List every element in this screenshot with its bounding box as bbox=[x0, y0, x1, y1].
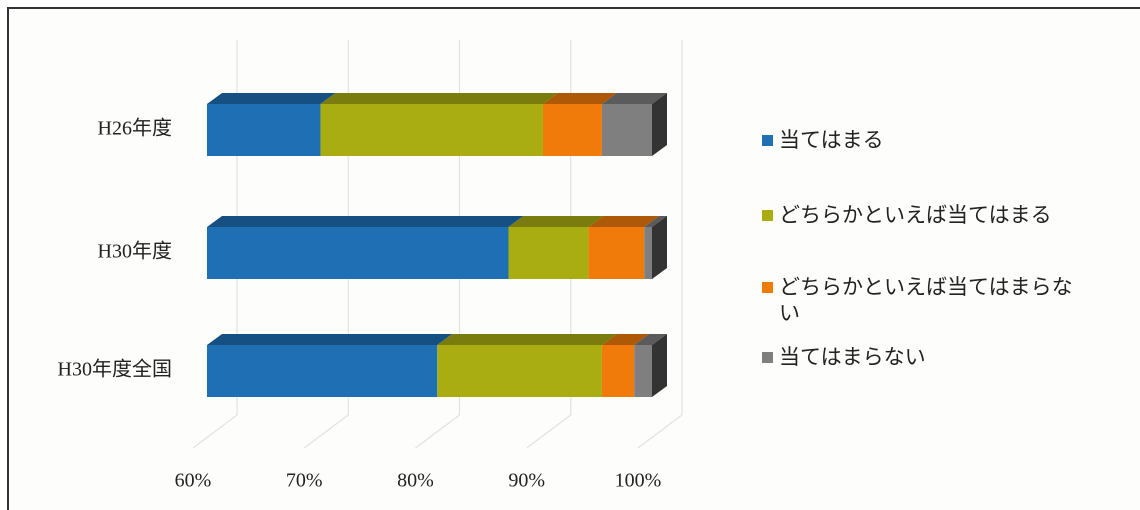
x-tick-label: 60% bbox=[175, 470, 212, 492]
grid-line bbox=[637, 40, 683, 449]
legend-label: 当てはまる bbox=[779, 128, 884, 152]
x-tick-label: 100% bbox=[615, 470, 662, 492]
bar-top bbox=[542, 93, 617, 104]
bar bbox=[644, 227, 652, 279]
x-tick-label: 70% bbox=[286, 470, 323, 492]
bar-top bbox=[588, 216, 660, 227]
bar-top bbox=[644, 216, 667, 227]
bar-top bbox=[437, 334, 617, 345]
y-tick-label: H26年度 bbox=[98, 117, 172, 140]
legend-item: どちらかといえば当てはまる bbox=[762, 202, 1092, 228]
legend-item: 当てはまらない bbox=[762, 344, 1092, 370]
x-tick-label: 90% bbox=[508, 470, 545, 492]
bar bbox=[634, 345, 652, 397]
legend-swatch bbox=[762, 282, 773, 293]
bar-side bbox=[652, 216, 667, 279]
legend-item: どちらかといえば当てはまらない bbox=[762, 274, 1092, 326]
legend-item: 当てはまる bbox=[762, 127, 1092, 153]
bar-side bbox=[652, 334, 667, 397]
bar bbox=[588, 227, 645, 279]
bar-top bbox=[601, 93, 667, 104]
bar bbox=[207, 227, 509, 279]
bar bbox=[508, 227, 589, 279]
bar-top bbox=[508, 216, 604, 227]
legend-swatch bbox=[762, 352, 773, 363]
bar-top bbox=[207, 216, 524, 227]
legend-label: どちらかといえば当てはまらない bbox=[779, 275, 1073, 325]
legend-swatch bbox=[762, 135, 773, 146]
bar bbox=[601, 345, 635, 397]
grid-line bbox=[526, 40, 572, 449]
bar-side bbox=[652, 93, 667, 156]
y-tick-label: H30年度 bbox=[98, 240, 172, 263]
bar bbox=[320, 104, 543, 156]
bar bbox=[207, 104, 321, 156]
grid-line bbox=[192, 40, 238, 449]
bar bbox=[437, 345, 602, 397]
grid-line bbox=[303, 40, 349, 449]
bar bbox=[542, 104, 602, 156]
grid-line bbox=[415, 40, 461, 449]
legend-label: 当てはまらない bbox=[779, 345, 926, 369]
bar bbox=[207, 345, 438, 397]
bar-top bbox=[601, 334, 650, 345]
x-tick-label: 80% bbox=[397, 470, 434, 492]
bar-top bbox=[634, 334, 667, 345]
bar bbox=[601, 104, 652, 156]
legend-swatch bbox=[762, 210, 773, 221]
bar-top bbox=[320, 93, 558, 104]
bar-top bbox=[207, 93, 336, 104]
legend-label: どちらかといえば当てはまる bbox=[779, 203, 1052, 227]
y-tick-label: H30年度全国 bbox=[58, 358, 172, 381]
bar-top bbox=[207, 334, 453, 345]
